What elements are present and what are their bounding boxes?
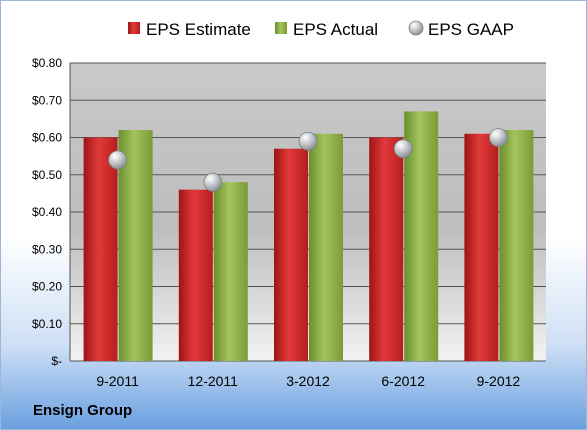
y-tick-label: $0.10 <box>32 317 62 331</box>
bar-eps-actual <box>118 130 153 361</box>
marker-eps-gaap <box>108 150 127 170</box>
x-tick-label: 12-2011 <box>188 373 239 389</box>
company-name: Ensign Group <box>33 402 133 419</box>
y-tick-label: $0.30 <box>32 242 62 256</box>
marker-eps-gaap <box>393 139 413 159</box>
bar-eps-actual <box>499 130 534 361</box>
bar-eps-estimate <box>83 137 118 361</box>
legend-swatch <box>128 22 140 34</box>
gaap-markers <box>108 128 508 192</box>
x-tick-label: 3-2012 <box>286 373 330 389</box>
bar-eps-estimate <box>178 189 213 361</box>
marker-eps-gaap <box>203 172 223 192</box>
y-tick-label: $0.20 <box>32 280 62 294</box>
y-axis: $0.80 $0.70 $0.60 $0.50 $0.40 $0.30 $0.20 $0.10… <box>32 56 62 368</box>
legend-label: EPS GAAP <box>428 20 514 39</box>
bars <box>83 111 534 361</box>
bar-eps-actual <box>309 133 343 361</box>
legend: EPS Estimate EPS Actual EPS GAAP <box>128 20 514 39</box>
legend-swatch <box>408 20 424 36</box>
legend-swatch <box>275 22 287 34</box>
bar-eps-estimate <box>369 137 404 361</box>
y-tick-label: $0.60 <box>32 131 62 145</box>
y-tick-label: $0.50 <box>32 168 62 182</box>
bar-eps-actual <box>213 182 248 361</box>
y-tick-label: $0.70 <box>32 93 62 107</box>
x-tick-label: 6-2012 <box>381 373 425 389</box>
legend-label: EPS Actual <box>293 20 378 39</box>
x-tick-label: 9-2011 <box>96 373 139 389</box>
y-tick-label: $- <box>51 354 62 368</box>
bar-eps-estimate <box>464 133 499 361</box>
bar-eps-estimate <box>274 148 308 361</box>
y-tick-label: $0.80 <box>32 56 62 70</box>
y-tick-label: $0.40 <box>32 205 62 219</box>
marker-eps-gaap <box>298 131 318 151</box>
x-axis: 9-2011 12-2011 3-2012 6-2012 9-2012 <box>96 373 520 389</box>
x-tick-label: 9-2012 <box>477 373 521 389</box>
marker-eps-gaap <box>488 128 508 147</box>
legend-label: EPS Estimate <box>146 20 251 39</box>
